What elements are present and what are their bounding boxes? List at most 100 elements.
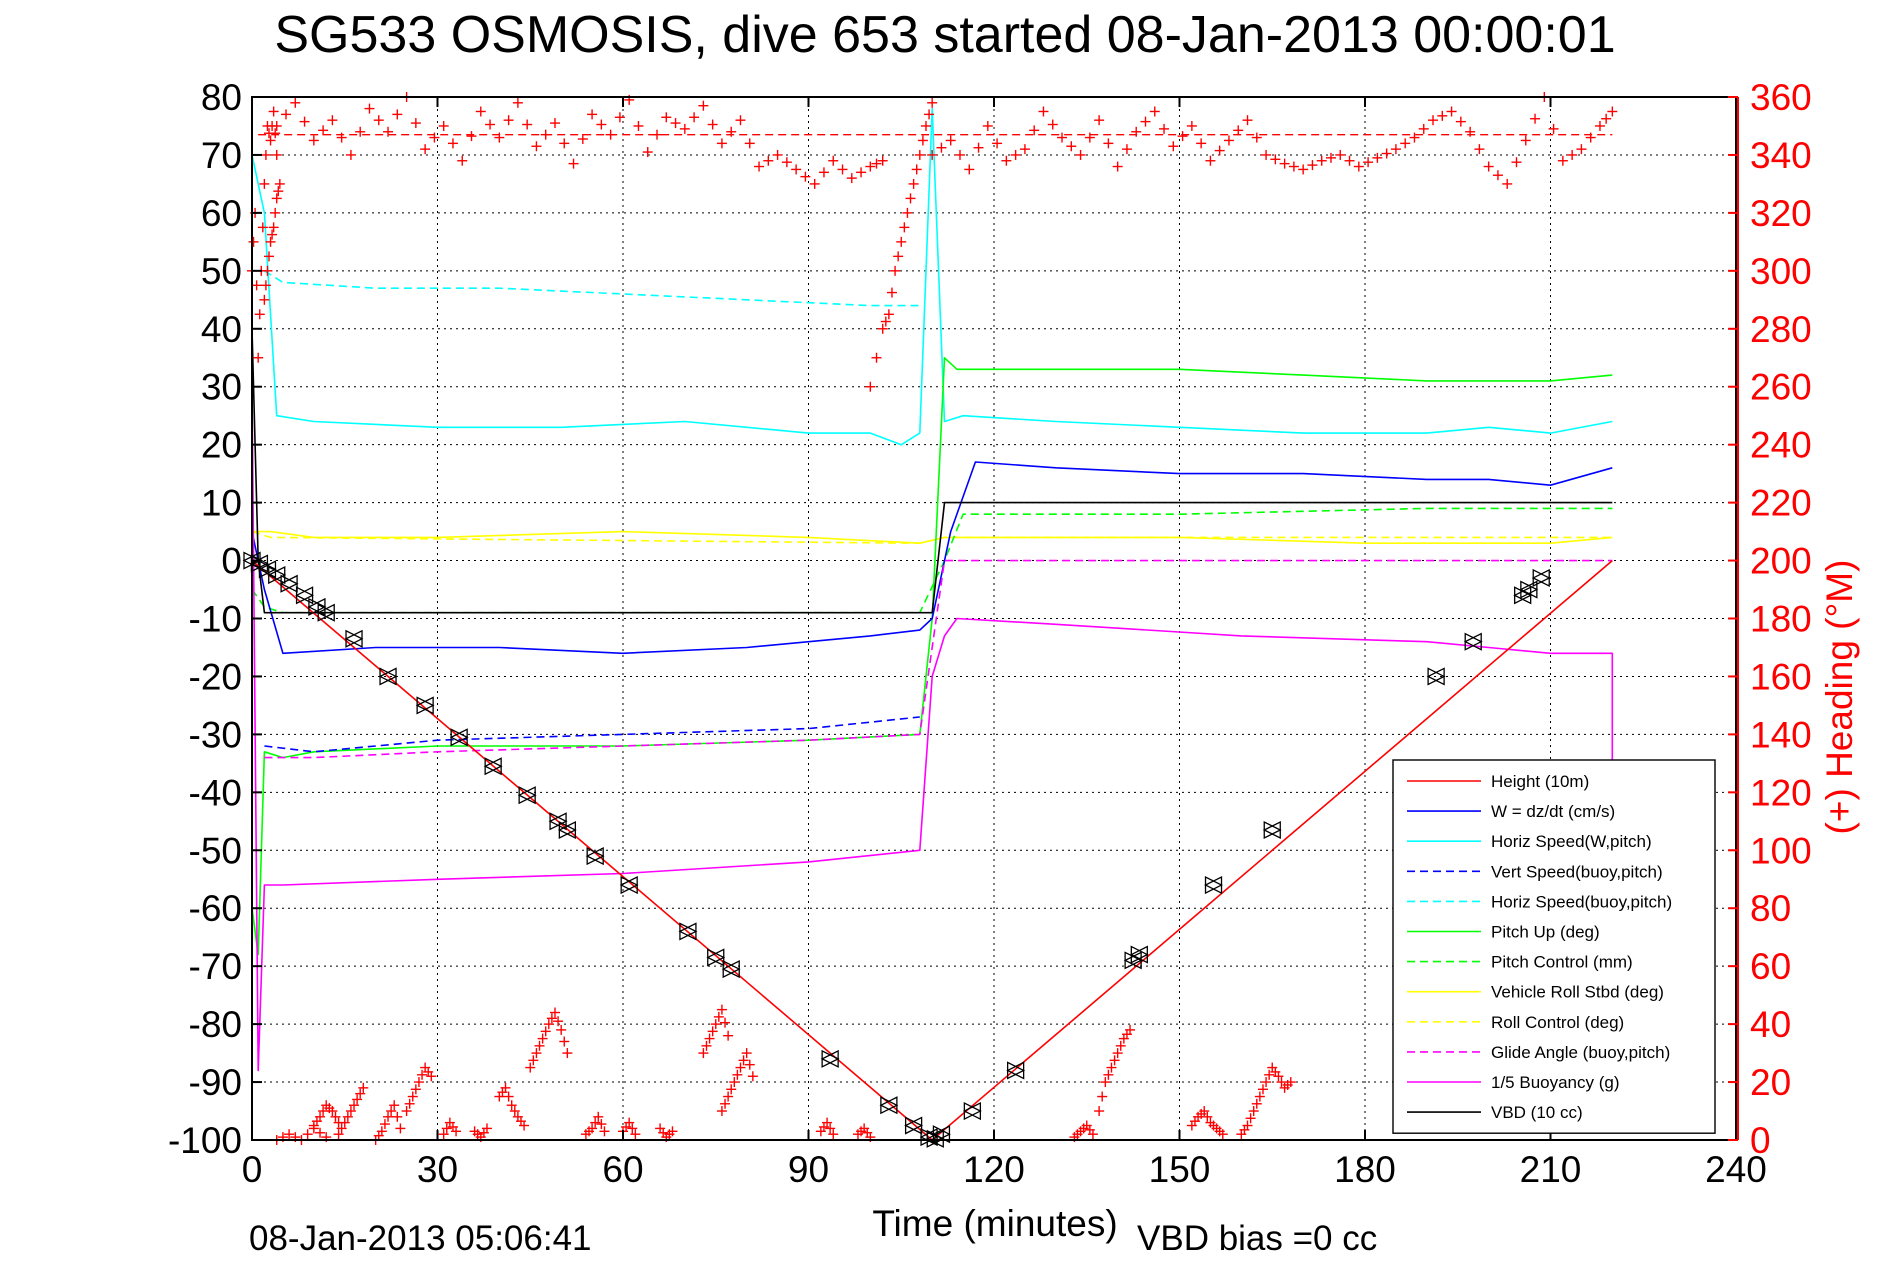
heading-point [1465,126,1476,137]
heading-point [519,1120,530,1131]
heading-point [1307,160,1318,171]
heading-point [553,1016,564,1027]
heading-point [512,97,523,108]
heading-point [1363,157,1374,168]
heading-point [744,1059,755,1070]
height-marker-right [1130,945,1149,964]
heading-point [877,155,888,166]
heading-point [549,1007,560,1018]
series-line [251,386,1614,1072]
legend-entry: Horiz Speed(W,pitch) [1491,832,1652,851]
heading-point [992,138,1003,149]
y2-tick-label: 80 [1750,888,1791,929]
heading-point [410,118,421,129]
heading-point [1325,152,1336,163]
heading-point [1106,1062,1117,1073]
heading-point [1585,132,1596,143]
height-marker [1204,875,1223,895]
height-marker-right [932,1125,951,1144]
series-line [264,559,1613,759]
heading-point [614,112,625,123]
heading-point [1270,154,1281,165]
y2-tick-label: 120 [1750,772,1812,813]
heading-point [1223,135,1234,146]
heading-point [392,109,403,120]
heading-point [383,126,394,137]
heading-point [339,1117,350,1128]
heading-point [273,186,284,197]
series-line [251,461,1613,655]
heading-point [1344,155,1355,166]
heading-point [257,222,268,233]
height-marker-right [821,1049,840,1068]
x-tick-label: 210 [1520,1149,1582,1190]
heading-point [1245,1113,1256,1124]
y-tick-label: -60 [189,888,242,929]
heading-point [630,1129,641,1140]
heading-point [1109,1055,1120,1066]
heading-point [1254,1091,1265,1102]
heading-point [506,1100,517,1111]
heading-point [475,106,486,117]
legend-box [1392,759,1716,1134]
height-marker [1262,820,1282,840]
heading-point [704,1033,715,1044]
height-marker-right [1263,820,1282,840]
heading-point [336,132,347,143]
heading-point [735,1062,746,1073]
heading-point [720,1017,731,1028]
heading-point [738,1055,749,1066]
y2-tick-label: 20 [1750,1062,1791,1103]
heading-point [345,1106,356,1117]
series-line [251,328,1613,614]
heading-point [342,1111,353,1122]
legend-entry: W = dz/dt (cm/s) [1491,802,1615,821]
y-tick-label: -80 [189,1004,242,1045]
heading-point [355,1088,366,1099]
heading-point [417,1069,428,1080]
legend-entry: Pitch Up (deg) [1491,923,1600,942]
y-tick-label: -100 [168,1120,242,1161]
heading-point [290,97,301,108]
y-tick-label: -70 [189,946,242,987]
height-marker-right [308,597,327,616]
x-tick-label: 240 [1705,1149,1767,1190]
heading-point [893,251,904,262]
legend-entry: Height (10m) [1491,772,1589,791]
heading-point [1087,1129,1098,1140]
heading-point [964,164,975,175]
y-axis-right-label: (+) Heading (°M) [1819,560,1860,835]
series-line [251,356,1613,956]
heading-point [270,207,281,218]
y-tick-label: 0 [221,541,242,582]
x-tick-label: 180 [1334,1149,1396,1190]
heading-point [1474,144,1485,155]
height-marker [619,875,639,895]
heading-point [1121,144,1132,155]
heading-point [355,126,366,137]
heading-point [364,103,375,114]
heading-point [1112,161,1123,172]
heading-point [1251,132,1262,143]
heading-point [791,164,802,175]
y2-tick-label: 200 [1750,541,1812,582]
heading-point [624,1117,635,1128]
heading-point [330,1111,341,1122]
heading-point [315,1111,326,1122]
y-tick-label: 80 [201,77,242,118]
height-marker [1513,586,1533,605]
heading-point [945,135,956,146]
heading-point [531,1048,542,1059]
heading-point [713,1011,724,1022]
heading-point [914,149,925,160]
heading-point [1400,138,1411,149]
heading-point [1047,119,1058,130]
heading-point [1094,115,1105,126]
heading-point [1530,113,1541,124]
y2-tick-label: 360 [1750,77,1812,118]
heading-point [1288,161,1299,172]
heading-point [652,129,663,140]
heading-point [1029,125,1040,136]
heading-point [268,106,279,117]
heading-point [1607,106,1618,117]
